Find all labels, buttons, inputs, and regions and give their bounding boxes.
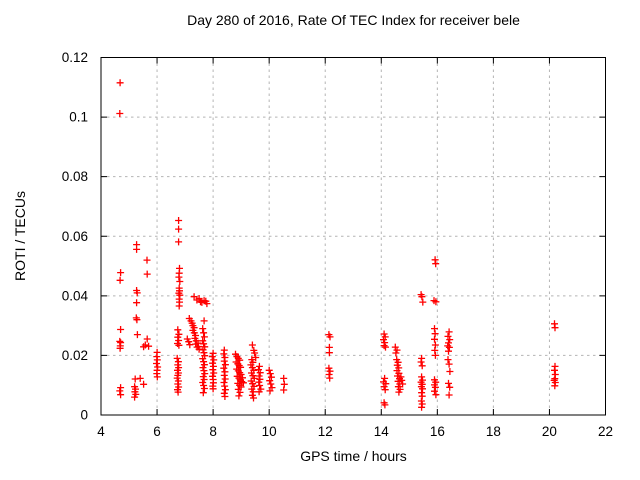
y-tick-label: 0.04	[62, 288, 89, 303]
y-tick-label: 0.02	[62, 348, 88, 363]
y-tick-label: 0.08	[62, 169, 88, 184]
x-tick-label: 14	[374, 424, 390, 439]
x-tick-label: 16	[430, 424, 445, 439]
plot-border	[100, 57, 606, 416]
x-tick-label: 10	[262, 424, 277, 439]
x-tick-label: 8	[209, 424, 217, 439]
y-tick-label: 0.12	[62, 50, 88, 65]
y-tick-label: 0.1	[69, 110, 88, 125]
data-points-ROTI	[116, 79, 559, 411]
y-tick-label: 0	[80, 408, 88, 423]
x-tick-label: 22	[598, 424, 613, 439]
x-tick-label: 18	[486, 424, 501, 439]
x-tick-label: 20	[542, 424, 557, 439]
x-tick-label: 12	[318, 424, 333, 439]
x-tick-label: 4	[97, 424, 105, 439]
x-tick-label: 6	[153, 424, 161, 439]
chart-title: Day 280 of 2016, Rate Of TEC Index for r…	[187, 12, 520, 28]
x-axis-title: GPS time / hours	[300, 448, 407, 464]
grid-lines	[101, 57, 606, 415]
y-tick-label: 0.06	[62, 229, 88, 244]
